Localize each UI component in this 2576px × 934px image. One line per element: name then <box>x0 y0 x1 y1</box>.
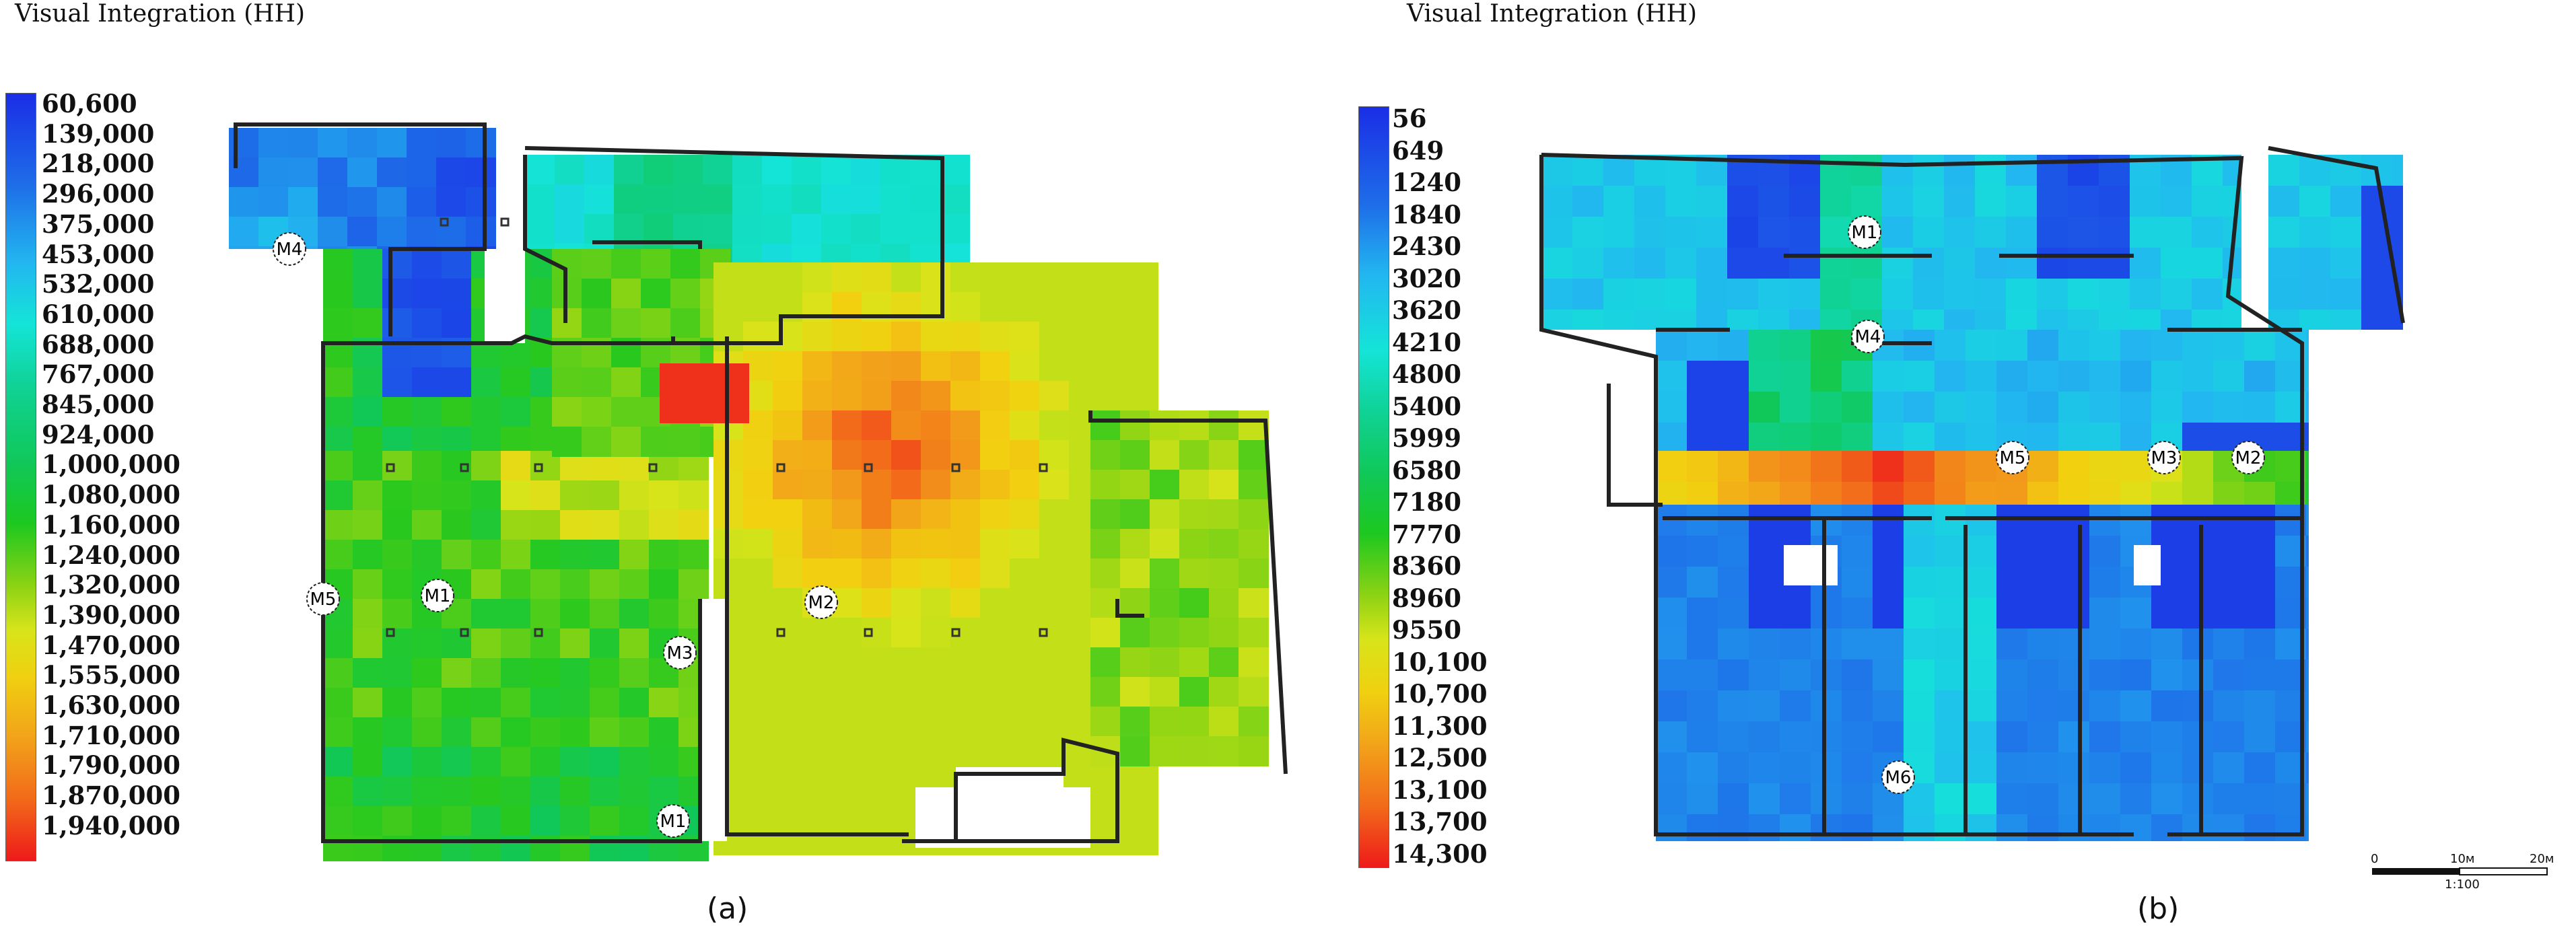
scale-tick-10: 10м <box>2450 852 2474 866</box>
panel-b-label: (b) <box>2137 892 2180 926</box>
panel-b-legend-label: 14,300 <box>1392 838 1488 869</box>
panel-a-legend-label: 1,870,000 <box>42 781 180 811</box>
panel-a-label: (a) <box>707 892 749 926</box>
panel-a-legend-label: 1,320,000 <box>42 570 180 600</box>
panel-a-legend-label: 1,470,000 <box>42 630 180 660</box>
scale-bar: 0 10м 20м 1:100 <box>2371 852 2554 892</box>
panel-b-legend-label: 10,100 <box>1392 647 1488 677</box>
panel-b-legend-label: 3020 <box>1392 263 1461 293</box>
svg-text:M4: M4 <box>277 240 303 260</box>
panel-b-legend-label: 11,300 <box>1392 711 1488 741</box>
svg-text:M6: M6 <box>1885 768 1912 788</box>
panel-a-legend-label: 296,000 <box>42 179 155 209</box>
panel-b-marker-m4: M4 <box>1851 320 1885 353</box>
panel-b-legend-label: 8960 <box>1392 583 1461 613</box>
panel-a-legend-label: 845,000 <box>42 390 155 419</box>
panel-b-legend-label: 4800 <box>1392 359 1461 389</box>
panel-b-marker-m5: M5 <box>1996 441 2029 474</box>
panel-a-walls <box>234 122 1288 843</box>
panel-a-legend-gradient <box>5 93 36 861</box>
panel-b-legend-label: 13,700 <box>1392 807 1488 836</box>
panel-a-legend-label: 767,000 <box>42 359 155 390</box>
svg-text:M4: M4 <box>1855 327 1881 347</box>
panel-b-legend-label: 3620 <box>1392 295 1461 325</box>
panel-b-marker-m3: M3 <box>2147 441 2181 474</box>
panel-b-legend-label: 1240 <box>1392 168 1461 197</box>
panel-b-legend-label: 4210 <box>1392 327 1461 357</box>
panel-b-legend-label: 5999 <box>1392 423 1461 453</box>
svg-text:M5: M5 <box>310 589 337 610</box>
panel-b-legend-label: 649 <box>1392 135 1444 166</box>
panel-a-legend-label: 688,000 <box>42 329 155 359</box>
panel-b-heatmap-plan: M1 M4 M5 M3 M2 M6 <box>1528 146 2571 841</box>
panel-a-legend-label: 1,630,000 <box>42 690 180 720</box>
panel-b-walls <box>1539 146 2405 836</box>
panel-a-legend-label: 924,000 <box>42 419 155 450</box>
svg-text:M1: M1 <box>425 586 451 606</box>
svg-text:M5: M5 <box>2000 448 2026 468</box>
panel-b-legend-label: 56 <box>1392 104 1427 133</box>
scale-tick-20: 20м <box>2530 852 2554 866</box>
panel-a-marker-m1: M1 <box>421 579 454 612</box>
panel-a-legend-label: 532,000 <box>42 269 155 299</box>
panel-b-legend-label: 6580 <box>1392 455 1461 485</box>
panel-b-legend-gradient <box>1358 106 1389 868</box>
scale-tick-0: 0 <box>2371 852 2378 866</box>
svg-text:M3: M3 <box>2151 448 2178 468</box>
panel-a-legend-label: 453,000 <box>42 239 155 269</box>
panel-a-legend-label: 1,790,000 <box>42 750 180 781</box>
panel-a-marker-m1: M1 <box>656 804 690 838</box>
panel-b-legend-label: 13,100 <box>1392 775 1488 805</box>
panel-a-legend-label: 1,080,000 <box>42 480 180 510</box>
svg-text:M1: M1 <box>660 812 687 832</box>
panel-b-legend-label: 7770 <box>1392 519 1461 549</box>
panel-a-legend-label: 60,600 <box>42 89 137 118</box>
panel-a-legend-label: 375,000 <box>42 209 155 239</box>
panel-a-legend-label: 1,000,000 <box>42 450 180 480</box>
panel-a-marker-m4: M4 <box>273 232 306 266</box>
panel-a-marker-m3: M3 <box>663 636 697 670</box>
panel-b-title: Visual Integration (HH) <box>1407 0 1698 28</box>
panel-b-legend-label: 2430 <box>1392 231 1461 261</box>
panel-a-marker-m5: M5 <box>306 582 340 616</box>
panel-a-marker-m2: M2 <box>804 585 838 619</box>
panel-a-legend-label: 218,000 <box>42 149 155 179</box>
panel-b-legend-label: 7180 <box>1392 487 1461 517</box>
panel-b-legend-label: 9550 <box>1392 615 1461 645</box>
panel-a-legend-label: 1,710,000 <box>42 720 180 750</box>
panel-a-title: Visual Integration (HH) <box>15 0 306 28</box>
svg-text:M1: M1 <box>1852 223 1878 243</box>
panel-b-marker-m6: M6 <box>1881 760 1915 794</box>
panel-a-legend-label: 1,555,000 <box>42 660 180 690</box>
svg-text:M3: M3 <box>667 643 693 663</box>
panel-a-legend-label: 139,000 <box>42 118 155 149</box>
panel-a-legend-label: 610,000 <box>42 299 155 329</box>
panel-b-legend-label: 8360 <box>1392 551 1461 581</box>
svg-text:M2: M2 <box>2235 448 2262 468</box>
panel-b-legend-label: 5400 <box>1392 391 1461 421</box>
svg-text:M2: M2 <box>808 593 835 613</box>
scale-ratio: 1:100 <box>2445 877 2480 892</box>
panel-b-legend-label: 12,500 <box>1392 743 1488 773</box>
panel-b-legend-label: 10,700 <box>1392 679 1488 709</box>
panel-b-marker-m1: M1 <box>1848 215 1881 249</box>
panel-b-legend-label: 1840 <box>1392 199 1461 229</box>
panel-a-heatmap-plan: M4 M5 M1 M3 M2 M1 <box>188 114 1288 861</box>
panel-a-legend-label: 1,240,000 <box>42 540 180 570</box>
panel-a-legend-label: 1,390,000 <box>42 600 180 630</box>
panel-b-marker-m2: M2 <box>2231 441 2265 474</box>
panel-a-legend-label: 1,160,000 <box>42 509 180 540</box>
panel-a-legend-label: 1,940,000 <box>42 810 180 840</box>
